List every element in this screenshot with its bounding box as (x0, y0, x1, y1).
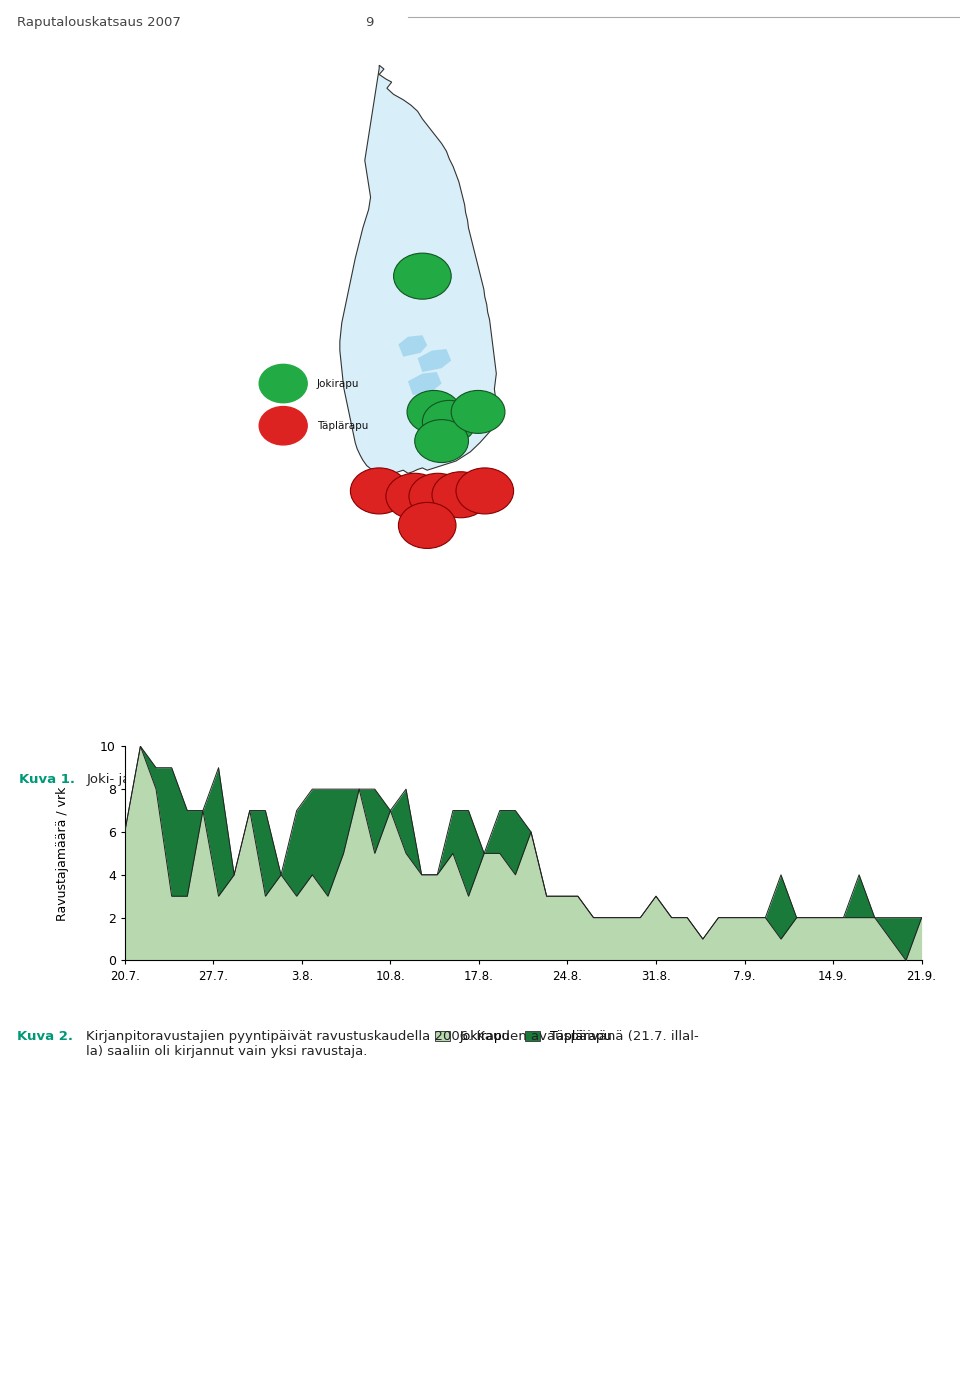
Circle shape (394, 253, 451, 299)
Circle shape (350, 468, 408, 514)
Text: Raputalouskatsaus 2007: Raputalouskatsaus 2007 (17, 17, 181, 29)
Polygon shape (418, 350, 451, 372)
Text: Jokirapu: Jokirapu (317, 379, 359, 388)
Circle shape (386, 473, 444, 520)
Text: Täplärapu: Täplärapu (317, 420, 369, 431)
Polygon shape (398, 336, 427, 357)
Circle shape (415, 420, 468, 463)
Text: Kuva 2.: Kuva 2. (17, 1030, 73, 1042)
Circle shape (432, 471, 490, 518)
Circle shape (409, 473, 467, 520)
Polygon shape (340, 65, 497, 477)
Circle shape (456, 468, 514, 514)
Circle shape (259, 365, 307, 402)
Text: Joki- ja täpläravun saaliskirjanpitokohteet (ks. kuvaus Suomen Kalastuslehti 5/2: Joki- ja täpläravun saaliskirjanpitokoht… (86, 773, 651, 786)
Circle shape (451, 391, 505, 434)
Circle shape (259, 406, 307, 445)
Text: Kirjanpitoravustajien pyyntipäivät ravustuskaudella 2006. Kauden avauspäivänä (2: Kirjanpitoravustajien pyyntipäivät ravus… (86, 1030, 699, 1057)
Legend: Jokirapu, Täplärapu: Jokirapu, Täplärapu (431, 1027, 615, 1048)
Y-axis label: Ravustajamäärä / vrk: Ravustajamäärä / vrk (56, 786, 69, 920)
Circle shape (398, 503, 456, 549)
Polygon shape (408, 372, 442, 395)
Text: Kuva 1.: Kuva 1. (19, 773, 75, 786)
Circle shape (407, 391, 461, 434)
Text: 9: 9 (365, 17, 373, 29)
Circle shape (422, 401, 476, 444)
